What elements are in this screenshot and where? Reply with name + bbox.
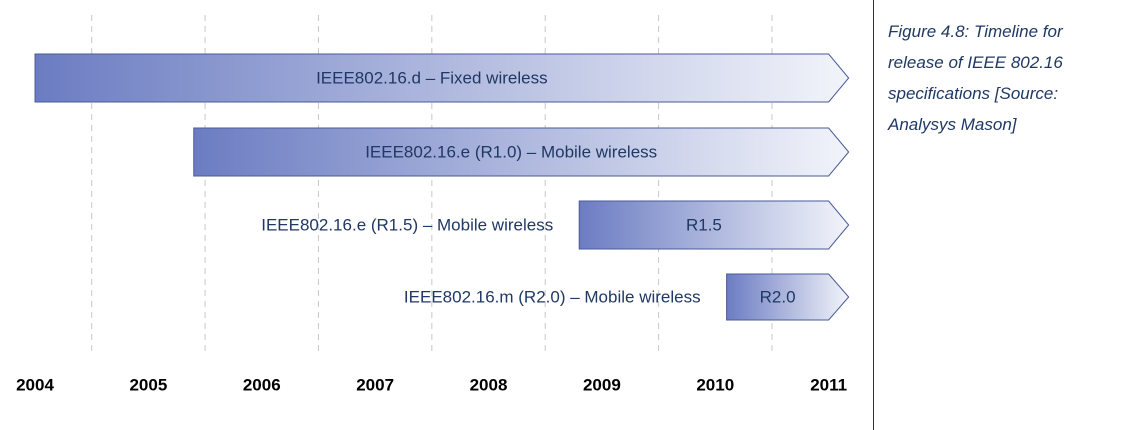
caption-line: specifications [Source: [888, 84, 1059, 103]
bar-label: R1.5 [686, 215, 722, 234]
x-tick-label: 2006 [243, 375, 281, 394]
bar-caption: IEEE802.16.e (R1.5) – Mobile wireless [261, 215, 553, 234]
divider [873, 0, 874, 430]
bar-caption: IEEE802.16.m (R2.0) – Mobile wireless [404, 287, 701, 306]
chart: 2004 2005 2006 2007 2008 2009 2010 2011 IEEE802.… [16, 15, 850, 394]
bar-label: IEEE802.16.d – Fixed wireless [316, 68, 548, 87]
figure-caption: Figure 4.8: Timeline for release of IEEE … [888, 16, 1138, 140]
x-tick-label: 2010 [696, 375, 734, 394]
x-tick-label: 2011 [810, 375, 847, 394]
caption-line: release of IEEE 802.16 [888, 53, 1063, 72]
x-tick-label: 2007 [356, 375, 394, 394]
timeline-bar [726, 273, 850, 321]
bar-label: R2.0 [760, 287, 796, 306]
caption-line: Figure 4.8: Timeline for [888, 22, 1063, 41]
timeline-bar [34, 53, 850, 103]
timeline-bar [578, 200, 850, 250]
caption-line: Analysys Mason] [888, 115, 1017, 134]
bar-label: IEEE802.16.e (R1.0) – Mobile wireless [365, 142, 657, 161]
x-tick-label: 2005 [129, 375, 167, 394]
x-tick-label: 2008 [470, 375, 508, 394]
timeline-bar [193, 127, 850, 177]
x-tick-label: 2004 [16, 375, 54, 394]
x-tick-label: 2009 [583, 375, 621, 394]
